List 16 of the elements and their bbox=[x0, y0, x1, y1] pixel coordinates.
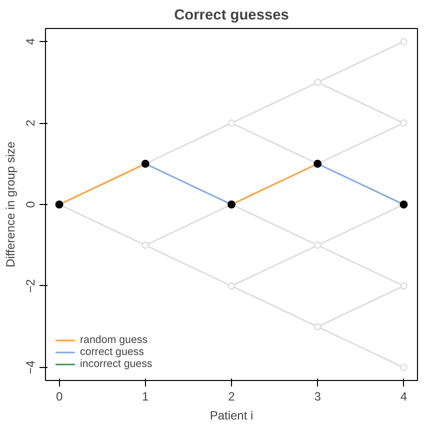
y-tick-label: 4 bbox=[24, 38, 38, 45]
y-tick-label: 2 bbox=[24, 119, 38, 126]
x-tick-label: 1 bbox=[142, 390, 150, 404]
x-axis-title: Patient i bbox=[210, 408, 254, 422]
y-axis-title: Difference in group size bbox=[4, 141, 18, 268]
y-tick-label: 0 bbox=[24, 200, 38, 208]
legend-label: random guess bbox=[80, 334, 148, 346]
x-tick-label: 3 bbox=[314, 390, 322, 404]
x-tick-label: 4 bbox=[400, 390, 408, 404]
y-tick-label: −2 bbox=[24, 278, 38, 293]
y-tick-label: −4 bbox=[24, 360, 38, 374]
x-tick-label: 0 bbox=[56, 390, 63, 404]
legend-label: correct guess bbox=[80, 346, 144, 358]
legend-label: incorrect guess bbox=[80, 358, 152, 370]
chart-title: Correct guesses bbox=[174, 8, 289, 24]
x-tick-label: 2 bbox=[228, 390, 236, 404]
